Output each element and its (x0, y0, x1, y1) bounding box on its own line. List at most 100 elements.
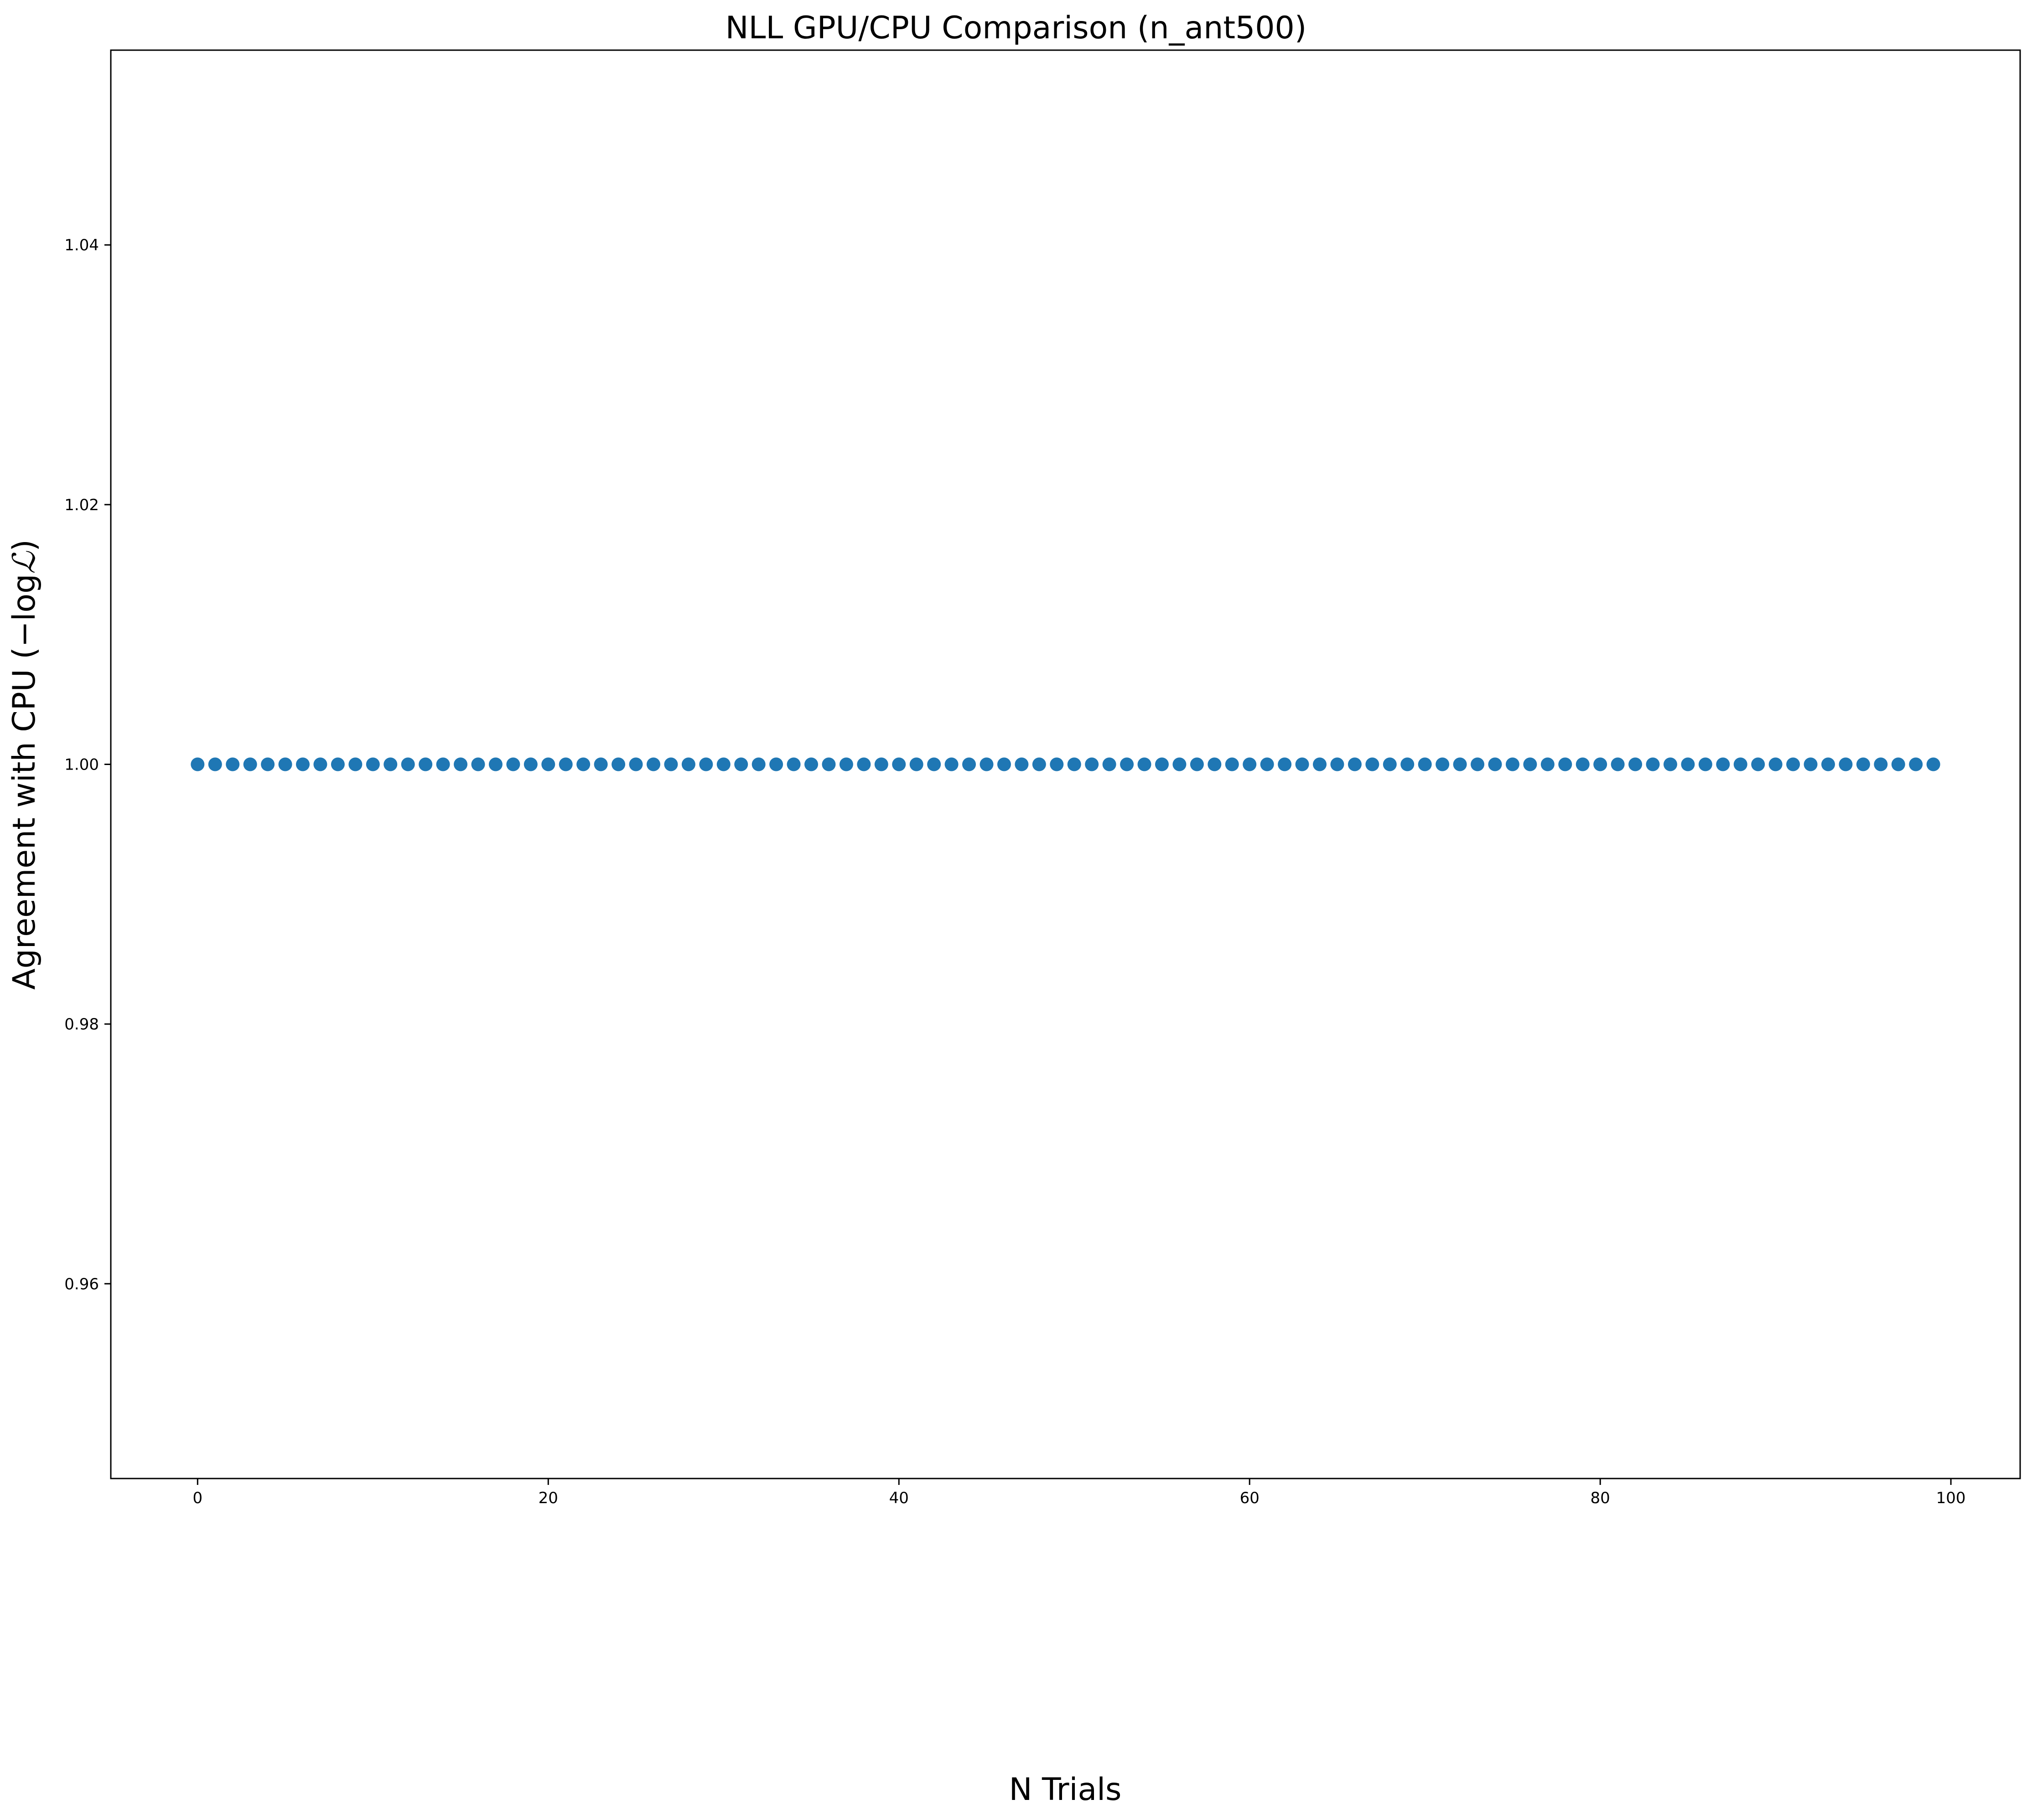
data-point (1471, 757, 1485, 771)
data-point (699, 757, 713, 771)
data-point (1523, 757, 1537, 771)
data-point (629, 757, 643, 771)
data-point (524, 757, 538, 771)
data-point (787, 757, 801, 771)
data-point (1278, 757, 1292, 771)
data-point (1330, 757, 1344, 771)
data-point (208, 757, 222, 771)
data-point (1786, 757, 1800, 771)
data-point (278, 757, 292, 771)
data-point (927, 757, 941, 771)
data-point (576, 757, 591, 771)
y-axis-label: Agreement with CPU (−logℒ) (6, 539, 42, 990)
data-point (1436, 757, 1450, 771)
plot-frame (110, 49, 2021, 1479)
data-point (1295, 757, 1309, 771)
data-point (1225, 757, 1239, 771)
data-point (1768, 757, 1783, 771)
data-point (1751, 757, 1765, 771)
data-point (874, 757, 888, 771)
data-point (1488, 757, 1502, 771)
data-point (1120, 757, 1134, 771)
data-point (980, 757, 994, 771)
x-tick-label: 80 (1591, 1489, 1610, 1507)
data-point (1505, 757, 1519, 771)
data-point (454, 757, 468, 771)
data-point (1681, 757, 1695, 771)
data-point (1698, 757, 1712, 771)
data-point (1628, 757, 1643, 771)
y-tick-label: 1.02 (64, 496, 99, 514)
data-point (366, 757, 380, 771)
data-point (1015, 757, 1029, 771)
data-point (612, 757, 626, 771)
data-point (1032, 757, 1046, 771)
data-point (1733, 757, 1747, 771)
data-point (261, 757, 275, 771)
x-tick-label: 0 (192, 1489, 202, 1507)
data-point (1909, 757, 1923, 771)
data-point (331, 757, 345, 771)
data-point (506, 757, 520, 771)
data-point (664, 757, 678, 771)
data-point (1312, 757, 1327, 771)
data-point (1611, 757, 1625, 771)
data-point (1102, 757, 1116, 771)
data-point (1172, 757, 1187, 771)
data-point (1540, 757, 1555, 771)
data-point (471, 757, 485, 771)
data-point (997, 757, 1011, 771)
data-point (1190, 757, 1204, 771)
x-axis-ticks: 0 20 40 60 80 100 (192, 1479, 1966, 1507)
y-axis-label-symbol: ℒ (6, 551, 42, 574)
y-tick-label: 0.98 (64, 1015, 99, 1034)
data-point (839, 757, 853, 771)
data-point (716, 757, 731, 771)
x-tick-label: 40 (889, 1489, 909, 1507)
y-tick-label: 1.04 (64, 236, 99, 254)
y-tick-label: 0.96 (64, 1275, 99, 1293)
data-point (1208, 757, 1222, 771)
data-point (1926, 757, 1940, 771)
data-point (1067, 757, 1081, 771)
data-point (734, 757, 748, 771)
data-point (1839, 757, 1853, 771)
data-point (804, 757, 819, 771)
data-points (191, 757, 1940, 771)
data-point (1383, 757, 1397, 771)
data-point (401, 757, 415, 771)
data-point (243, 757, 257, 771)
data-point (909, 757, 923, 771)
data-point (1400, 757, 1415, 771)
data-point (1050, 757, 1064, 771)
data-point (559, 757, 573, 771)
y-tick-label: 1.00 (64, 756, 99, 774)
data-point (1085, 757, 1099, 771)
data-point (594, 757, 608, 771)
data-point (1856, 757, 1870, 771)
data-point (191, 757, 205, 771)
x-axis-label: N Trials (1009, 1772, 1122, 1808)
data-point (1874, 757, 1888, 771)
data-point (436, 757, 450, 771)
y-axis-label-text: Agreement with CPU (−log (6, 574, 42, 990)
data-point (348, 757, 363, 771)
data-point (1663, 757, 1677, 771)
x-tick-label: 20 (539, 1489, 558, 1507)
x-tick-label: 60 (1240, 1489, 1260, 1507)
data-point (1137, 757, 1151, 771)
data-point (226, 757, 240, 771)
data-point (1716, 757, 1730, 771)
data-point (419, 757, 433, 771)
data-point (541, 757, 555, 771)
data-point (296, 757, 310, 771)
data-point (681, 757, 695, 771)
data-point (822, 757, 836, 771)
data-point (1155, 757, 1169, 771)
data-point (488, 757, 503, 771)
data-point (752, 757, 766, 771)
data-point (384, 757, 398, 771)
data-point (769, 757, 783, 771)
data-point (1243, 757, 1257, 771)
